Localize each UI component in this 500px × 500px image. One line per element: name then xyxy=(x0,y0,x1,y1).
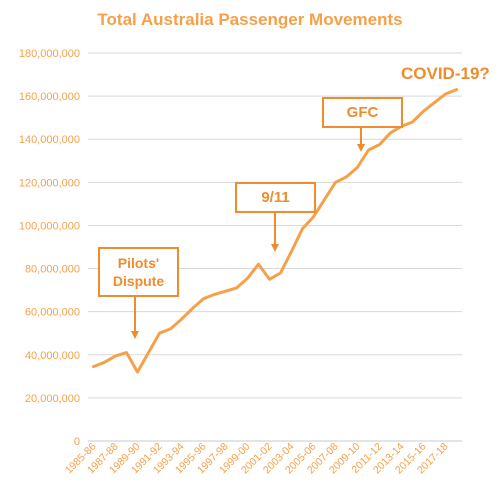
y-tick-label: 100,000,000 xyxy=(19,220,80,232)
y-tick-label: 140,000,000 xyxy=(19,134,80,146)
annotation-covid-label: COVID-19? xyxy=(401,64,490,83)
annotation-pilots-dispute: Pilots' Dispute xyxy=(98,247,179,297)
arrow-gfc-head xyxy=(357,144,365,152)
arrow-pilots-dispute-head xyxy=(131,331,139,339)
annotation-pilots-dispute-label: Pilots' Dispute xyxy=(112,255,165,289)
annotation-covid: COVID-19? xyxy=(401,64,490,84)
annotation-gfc: GFC xyxy=(322,97,403,128)
y-tick-label: 120,000,000 xyxy=(19,177,80,189)
y-tick-label: 160,000,000 xyxy=(19,91,80,103)
y-tick-label: 80,000,000 xyxy=(25,264,80,276)
series-line xyxy=(92,88,458,374)
arrow-911-head xyxy=(271,244,279,252)
y-tick-label: 20,000,000 xyxy=(25,393,80,405)
chart-title: Total Australia Passenger Movements xyxy=(97,10,403,29)
y-tick-label: 180,000,000 xyxy=(19,48,80,60)
y-tick-label: 40,000,000 xyxy=(25,350,80,362)
y-tick-label: 0 xyxy=(74,436,80,448)
annotation-911: 9/11 xyxy=(235,182,316,213)
y-tick-label: 60,000,000 xyxy=(25,307,80,319)
annotation-911-label: 9/11 xyxy=(261,189,290,206)
annotation-gfc-label: GFC xyxy=(346,104,379,121)
